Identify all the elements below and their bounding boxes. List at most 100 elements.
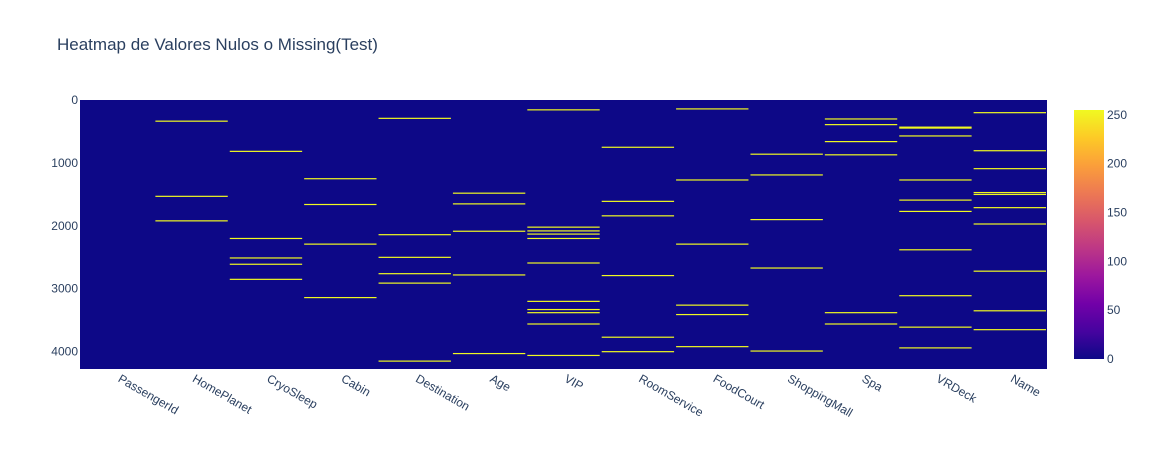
colorbar: 0 50 100 150 200 250 — [1074, 108, 1127, 366]
heatmap-missing-cell — [527, 226, 600, 228]
heatmap-missing-cell — [899, 295, 972, 297]
heatmap-missing-cell — [899, 199, 972, 201]
heatmap-missing-cell — [304, 203, 377, 206]
heatmap-missing-cell — [899, 326, 972, 328]
heatmap-missing-cell — [378, 234, 451, 236]
heatmap-missing-cell — [973, 270, 1046, 272]
plot-area[interactable] — [80, 100, 1047, 369]
heatmap-missing-cell — [378, 256, 451, 258]
heatmap-missing-cell — [676, 313, 749, 316]
heatmap-column-spa — [824, 118, 898, 325]
heatmap-missing-cell — [973, 223, 1046, 225]
heatmap-column-foodcourt — [676, 108, 749, 348]
y-tick-label: 2000 — [51, 219, 78, 233]
heatmap-column-cabin — [304, 178, 377, 299]
heatmap-missing-cell — [601, 146, 675, 148]
heatmap-missing-cell — [973, 112, 1046, 114]
heatmap-missing-cell — [378, 282, 451, 284]
heatmap-missing-cell — [378, 273, 451, 275]
heatmap-missing-cell — [824, 141, 898, 143]
heatmap-missing-cell — [750, 350, 823, 352]
heatmap-missing-cell — [229, 278, 303, 280]
heatmap-missing-cell — [155, 120, 228, 122]
heatmap-missing-cell — [973, 150, 1046, 152]
colorbar-tick-label: 250 — [1107, 108, 1127, 122]
heatmap-missing-cell — [750, 153, 823, 155]
chart-title: Heatmap de Valores Nulos o Missing(Test) — [57, 35, 378, 54]
heatmap-column-cryosleep — [229, 150, 303, 280]
heatmap-missing-cell — [155, 195, 228, 197]
heatmap-missing-cell — [824, 124, 898, 126]
heatmap-missing-cell — [899, 179, 972, 181]
heatmap-missing-cell — [527, 354, 600, 357]
heatmap-missing-cell — [304, 296, 377, 299]
y-axis: 0 1000 2000 3000 4000 — [51, 93, 78, 359]
heatmap-missing-cell — [676, 346, 749, 348]
heatmap-missing-cell — [527, 323, 600, 325]
heatmap-missing-cell — [973, 329, 1046, 331]
heatmap-column-vip — [527, 109, 600, 357]
heatmap-missing-cell — [527, 109, 600, 111]
heatmap-missing-cell — [824, 118, 898, 120]
y-tick-label: 1000 — [51, 156, 78, 170]
heatmap-column-homeplanet — [155, 120, 228, 222]
y-tick-label: 3000 — [51, 282, 78, 296]
heatmap-missing-cell — [229, 150, 303, 152]
heatmap-missing-cell — [527, 312, 600, 314]
colorbar-tick-label: 0 — [1107, 352, 1114, 366]
colorbar-tick-label: 100 — [1107, 254, 1127, 268]
heatmap-missing-cell — [899, 347, 972, 349]
heatmap-column-destination — [378, 117, 451, 362]
heatmap-missing-cell — [601, 351, 675, 353]
heatmap-missing-cell — [973, 168, 1046, 170]
heatmap-missing-cell — [229, 263, 303, 265]
heatmap-missing-cell — [527, 300, 600, 302]
heatmap-missing-cell — [676, 304, 749, 306]
heatmap-missing-cell — [452, 192, 526, 194]
heatmap-missing-cell — [304, 178, 377, 180]
heatmap-missing-cell — [973, 310, 1046, 312]
heatmap-missing-cell — [973, 191, 1046, 194]
heatmap-missing-cell — [899, 249, 972, 251]
heatmap-missing-cell — [824, 154, 898, 156]
heatmap-missing-cell — [527, 262, 600, 264]
heatmap-missing-cell — [824, 323, 898, 325]
heatmap-column-shoppingmall — [750, 153, 823, 352]
heatmap-missing-cell — [229, 257, 303, 259]
colorbar-tick-label: 200 — [1107, 157, 1127, 171]
heatmap-column-name — [973, 112, 1046, 331]
heatmap-missing-cell — [973, 193, 1046, 196]
heatmap-missing-cell — [452, 274, 526, 276]
heatmap-missing-cell — [601, 336, 675, 338]
heatmap-missing-cell — [601, 274, 675, 277]
y-tick-label: 0 — [71, 93, 78, 107]
heatmap-missing-cell — [750, 267, 823, 269]
heatmap-missing-cell — [155, 220, 228, 222]
heatmap-missing-cell — [899, 210, 972, 213]
y-tick-label: 4000 — [51, 345, 78, 359]
heatmap-missing-cell — [750, 174, 823, 176]
heatmap-column-vrdeck — [899, 126, 972, 349]
heatmap-missing-cell — [452, 352, 526, 355]
heatmap-column-age — [452, 192, 526, 355]
heatmap-missing-cell — [452, 230, 526, 232]
heatmap-column-roomservice — [601, 146, 675, 353]
heatmap-missing-cell — [527, 237, 600, 240]
heatmap-missing-cell — [378, 117, 451, 119]
colorbar-tick-label: 50 — [1107, 303, 1121, 317]
heatmap-missing-cell — [824, 312, 898, 314]
heatmap-missing-cell — [304, 243, 377, 245]
heatmap-missing-cell — [676, 179, 749, 181]
heatmap-missing-cell — [676, 108, 749, 110]
heatmap-missing-cell — [601, 215, 675, 217]
heatmap-missing-cell — [452, 203, 526, 205]
colorbar-tick-label: 150 — [1107, 206, 1127, 220]
heatmap-missing-cell — [527, 233, 600, 235]
heatmap-missing-cell — [750, 219, 823, 221]
heatmap-missing-cell — [229, 237, 303, 240]
heatmap-missing-cell — [527, 308, 600, 311]
heatmap-missing-cell — [899, 127, 972, 129]
heatmap-missing-cell — [378, 360, 451, 362]
